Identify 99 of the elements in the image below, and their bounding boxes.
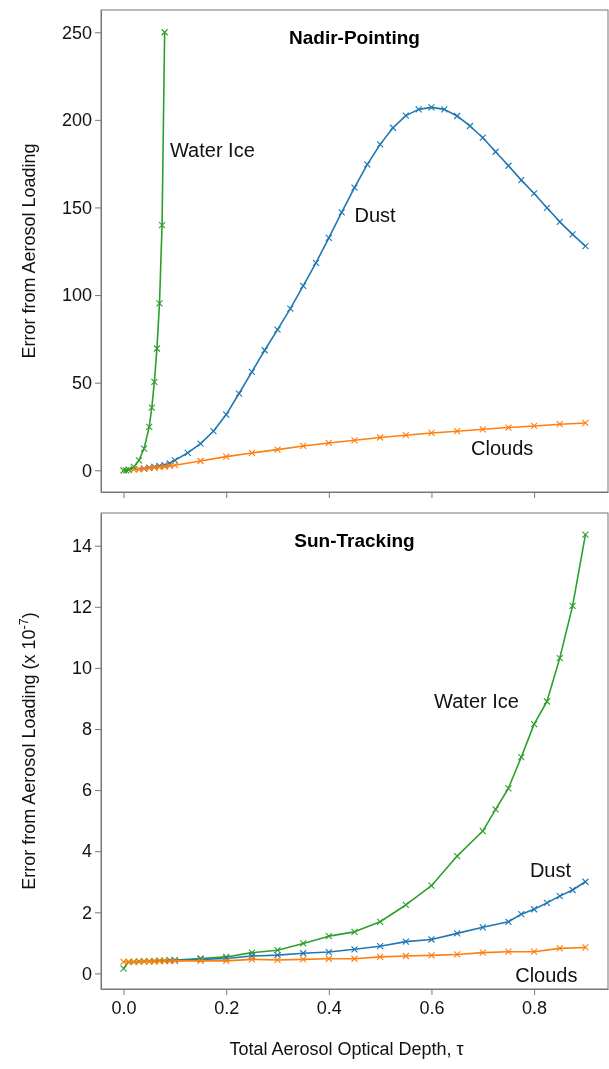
point xyxy=(530,905,538,913)
point xyxy=(299,955,307,963)
y-tick-label: 12 xyxy=(71,597,92,618)
point xyxy=(504,948,512,956)
point xyxy=(581,419,589,427)
point xyxy=(350,945,359,953)
series-label: Water Ice xyxy=(169,139,255,162)
point xyxy=(581,531,589,539)
point xyxy=(197,440,205,448)
y-tick-label: 50 xyxy=(71,372,92,393)
point xyxy=(222,453,230,461)
point xyxy=(504,162,512,170)
point xyxy=(530,189,538,197)
text: Sun-Tracking xyxy=(294,530,415,551)
point xyxy=(479,827,487,835)
point xyxy=(325,439,333,447)
point xyxy=(197,457,205,465)
point xyxy=(427,951,436,959)
point xyxy=(517,753,525,761)
series-label: Clouds xyxy=(515,963,578,986)
point xyxy=(209,427,217,435)
y-axis-title: Error from Aerosol Loading xyxy=(19,143,39,359)
series-label: Clouds xyxy=(471,436,534,459)
point xyxy=(581,242,589,250)
point xyxy=(171,456,179,464)
point xyxy=(543,899,551,907)
point xyxy=(453,929,461,937)
point xyxy=(530,948,538,956)
y-tick-label: 6 xyxy=(81,780,92,801)
point xyxy=(140,445,148,453)
point xyxy=(153,344,161,353)
y-tick-label: 250 xyxy=(61,22,92,43)
point xyxy=(235,389,243,398)
point xyxy=(479,949,487,957)
point xyxy=(556,654,564,662)
point xyxy=(135,456,143,464)
x-tick-label: 0.8 xyxy=(522,998,548,1019)
point xyxy=(273,956,282,964)
point xyxy=(569,886,577,894)
point xyxy=(325,948,333,956)
point xyxy=(376,433,384,442)
point xyxy=(376,140,384,148)
point xyxy=(350,436,359,444)
y-tick-label: 14 xyxy=(71,535,92,556)
point xyxy=(517,176,525,184)
point xyxy=(517,910,525,918)
point xyxy=(273,951,282,959)
point xyxy=(158,221,166,229)
point xyxy=(556,892,564,900)
point xyxy=(427,429,436,437)
y-tick-label: 8 xyxy=(81,719,92,740)
x-axis-title: Total Aerosol Optical Depth, τ xyxy=(229,1039,464,1059)
point xyxy=(402,901,410,909)
point xyxy=(504,784,512,792)
point xyxy=(453,950,461,959)
y-tick-label: 4 xyxy=(81,841,92,862)
point xyxy=(312,259,320,267)
x-tick-label: 0.6 xyxy=(419,998,445,1019)
y-tick-label: 150 xyxy=(61,197,92,218)
point xyxy=(427,882,436,890)
series-label: Water Ice xyxy=(434,690,519,713)
point xyxy=(325,234,333,242)
point xyxy=(569,602,577,610)
point xyxy=(543,204,551,212)
point xyxy=(299,939,307,948)
y-tick-label: 0 xyxy=(81,460,92,481)
y-tick-label: 0 xyxy=(81,963,92,984)
x-tick-label: 0.2 xyxy=(214,998,240,1019)
text: Nadir-Pointing xyxy=(289,27,420,48)
point xyxy=(350,955,359,963)
y-tick-label: 100 xyxy=(61,285,92,306)
point xyxy=(581,878,589,886)
point xyxy=(402,952,410,960)
point xyxy=(350,184,359,192)
series-label: Dust xyxy=(529,859,572,882)
point xyxy=(184,449,192,457)
series-label: Dust xyxy=(354,204,397,227)
point xyxy=(556,944,564,952)
point xyxy=(453,112,461,120)
x-tick-label: 0.4 xyxy=(316,998,342,1019)
point xyxy=(504,918,512,926)
y-tick-label: 10 xyxy=(71,658,92,679)
point xyxy=(492,148,500,156)
point xyxy=(402,112,410,120)
x-tick-label: 0.0 xyxy=(111,998,137,1019)
point xyxy=(389,124,397,132)
point xyxy=(350,928,359,936)
y-tick-label: 200 xyxy=(61,110,92,131)
point xyxy=(161,28,169,36)
point xyxy=(273,946,282,954)
y-tick-label: 2 xyxy=(81,902,92,923)
point xyxy=(325,955,333,963)
point xyxy=(543,697,551,706)
point xyxy=(150,378,158,386)
point xyxy=(286,305,294,313)
point xyxy=(222,411,230,419)
point xyxy=(148,404,156,412)
point xyxy=(402,938,410,946)
point xyxy=(299,442,307,450)
